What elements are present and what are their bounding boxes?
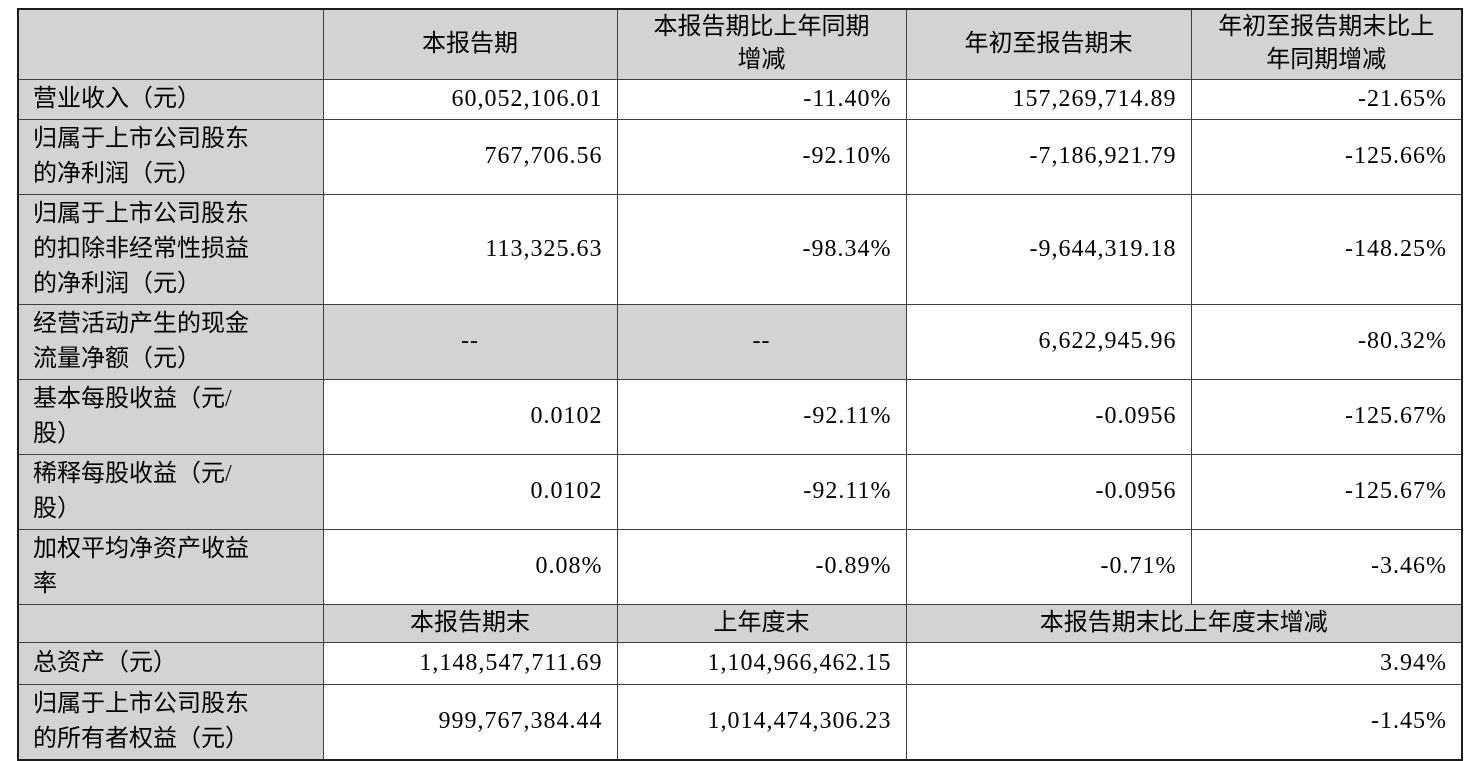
row-label: 归属于上市公司股东 的净利润（元） bbox=[17, 118, 324, 195]
cell-current-change: -98.34% bbox=[616, 193, 907, 305]
row-label: 总资产（元） bbox=[17, 641, 324, 685]
cell-current-change-na: -- bbox=[616, 303, 907, 380]
cell-current-value: 0.0102 bbox=[322, 378, 618, 455]
financial-summary-table: 本报告期 本报告期比上年同期 增减 年初至报告期末 年初至报告期末比上 年同期增… bbox=[17, 8, 1463, 761]
header-blank-cell bbox=[17, 8, 324, 80]
row-label: 归属于上市公司股东 的所有者权益（元） bbox=[17, 683, 324, 760]
table-row-net-profit-excl-nonrecurring: 归属于上市公司股东 的扣除非经常性损益 的净利润（元） 113,325.63 -… bbox=[17, 193, 1463, 305]
header-row-end-of-period: 本报告期末 上年度末 本报告期末比上年度末增减 bbox=[17, 603, 1463, 643]
table-row-basic-eps: 基本每股收益（元/ 股） 0.0102 -92.11% -0.0956 -125… bbox=[17, 378, 1463, 455]
cell-ytd-value: 6,622,945.96 bbox=[905, 303, 1192, 380]
header-end-vs-last-year-change: 本报告期末比上年度末增减 bbox=[905, 603, 1463, 643]
table-row-operating-cash-flow: 经营活动产生的现金 流量净额（元） -- -- 6,622,945.96 -80… bbox=[17, 303, 1463, 380]
cell-current-value: 0.0102 bbox=[322, 453, 618, 530]
row-label: 加权平均净资产收益 率 bbox=[17, 528, 324, 605]
cell-ytd-value: 157,269,714.89 bbox=[905, 78, 1192, 120]
cell-ytd-change: -21.65% bbox=[1190, 78, 1463, 120]
header-ytd-change: 年初至报告期末比上 年同期增减 bbox=[1190, 8, 1463, 80]
header-blank-cell bbox=[17, 603, 324, 643]
table-row-revenue: 营业收入（元） 60,052,106.01 -11.40% 157,269,71… bbox=[17, 78, 1463, 120]
header-end-of-last-year: 上年度末 bbox=[616, 603, 907, 643]
header-end-of-period: 本报告期末 bbox=[322, 603, 618, 643]
financial-summary-table-wrap: 本报告期 本报告期比上年同期 增减 年初至报告期末 年初至报告期末比上 年同期增… bbox=[17, 8, 1463, 761]
header-current-period-change: 本报告期比上年同期 增减 bbox=[616, 8, 907, 80]
row-label: 经营活动产生的现金 流量净额（元） bbox=[17, 303, 324, 380]
cell-ytd-change: -148.25% bbox=[1190, 193, 1463, 305]
cell-prev-end-value: 1,104,966,462.15 bbox=[616, 641, 907, 685]
table-row-diluted-eps: 稀释每股收益（元/ 股） 0.0102 -92.11% -0.0956 -125… bbox=[17, 453, 1463, 530]
cell-current-value: 113,325.63 bbox=[322, 193, 618, 305]
header-ytd: 年初至报告期末 bbox=[905, 8, 1192, 80]
cell-ytd-value: -0.71% bbox=[905, 528, 1192, 605]
cell-ytd-value: -0.0956 bbox=[905, 453, 1192, 530]
cell-ytd-value: -7,186,921.79 bbox=[905, 118, 1192, 195]
header-current-period: 本报告期 bbox=[322, 8, 618, 80]
cell-ytd-change: -3.46% bbox=[1190, 528, 1463, 605]
cell-ytd-change: -80.32% bbox=[1190, 303, 1463, 380]
table-row-net-profit: 归属于上市公司股东 的净利润（元） 767,706.56 -92.10% -7,… bbox=[17, 118, 1463, 195]
cell-current-change: -92.11% bbox=[616, 453, 907, 530]
cell-current-change: -0.89% bbox=[616, 528, 907, 605]
cell-end-change: 3.94% bbox=[905, 641, 1463, 685]
cell-prev-end-value: 1,014,474,306.23 bbox=[616, 683, 907, 760]
cell-current-change: -11.40% bbox=[616, 78, 907, 120]
cell-ytd-value: -0.0956 bbox=[905, 378, 1192, 455]
cell-current-value: 767,706.56 bbox=[322, 118, 618, 195]
cell-current-change: -92.10% bbox=[616, 118, 907, 195]
cell-current-change: -92.11% bbox=[616, 378, 907, 455]
header-row-period: 本报告期 本报告期比上年同期 增减 年初至报告期末 年初至报告期末比上 年同期增… bbox=[17, 8, 1463, 80]
table-row-weighted-avg-roe: 加权平均净资产收益 率 0.08% -0.89% -0.71% -3.46% bbox=[17, 528, 1463, 605]
cell-end-value: 1,148,547,711.69 bbox=[322, 641, 618, 685]
cell-ytd-change: -125.67% bbox=[1190, 378, 1463, 455]
row-label: 归属于上市公司股东 的扣除非经常性损益 的净利润（元） bbox=[17, 193, 324, 305]
table-row-total-assets: 总资产（元） 1,148,547,711.69 1,104,966,462.15… bbox=[17, 641, 1463, 685]
row-label: 营业收入（元） bbox=[17, 78, 324, 120]
cell-ytd-change: -125.67% bbox=[1190, 453, 1463, 530]
cell-current-value: 60,052,106.01 bbox=[322, 78, 618, 120]
cell-current-value: 0.08% bbox=[322, 528, 618, 605]
table-row-shareholders-equity: 归属于上市公司股东 的所有者权益（元） 999,767,384.44 1,014… bbox=[17, 683, 1463, 760]
cell-ytd-value: -9,644,319.18 bbox=[905, 193, 1192, 305]
cell-ytd-change: -125.66% bbox=[1190, 118, 1463, 195]
row-label: 稀释每股收益（元/ 股） bbox=[17, 453, 324, 530]
cell-current-value-na: -- bbox=[322, 303, 618, 380]
cell-end-change: -1.45% bbox=[905, 683, 1463, 760]
cell-end-value: 999,767,384.44 bbox=[322, 683, 618, 760]
row-label: 基本每股收益（元/ 股） bbox=[17, 378, 324, 455]
